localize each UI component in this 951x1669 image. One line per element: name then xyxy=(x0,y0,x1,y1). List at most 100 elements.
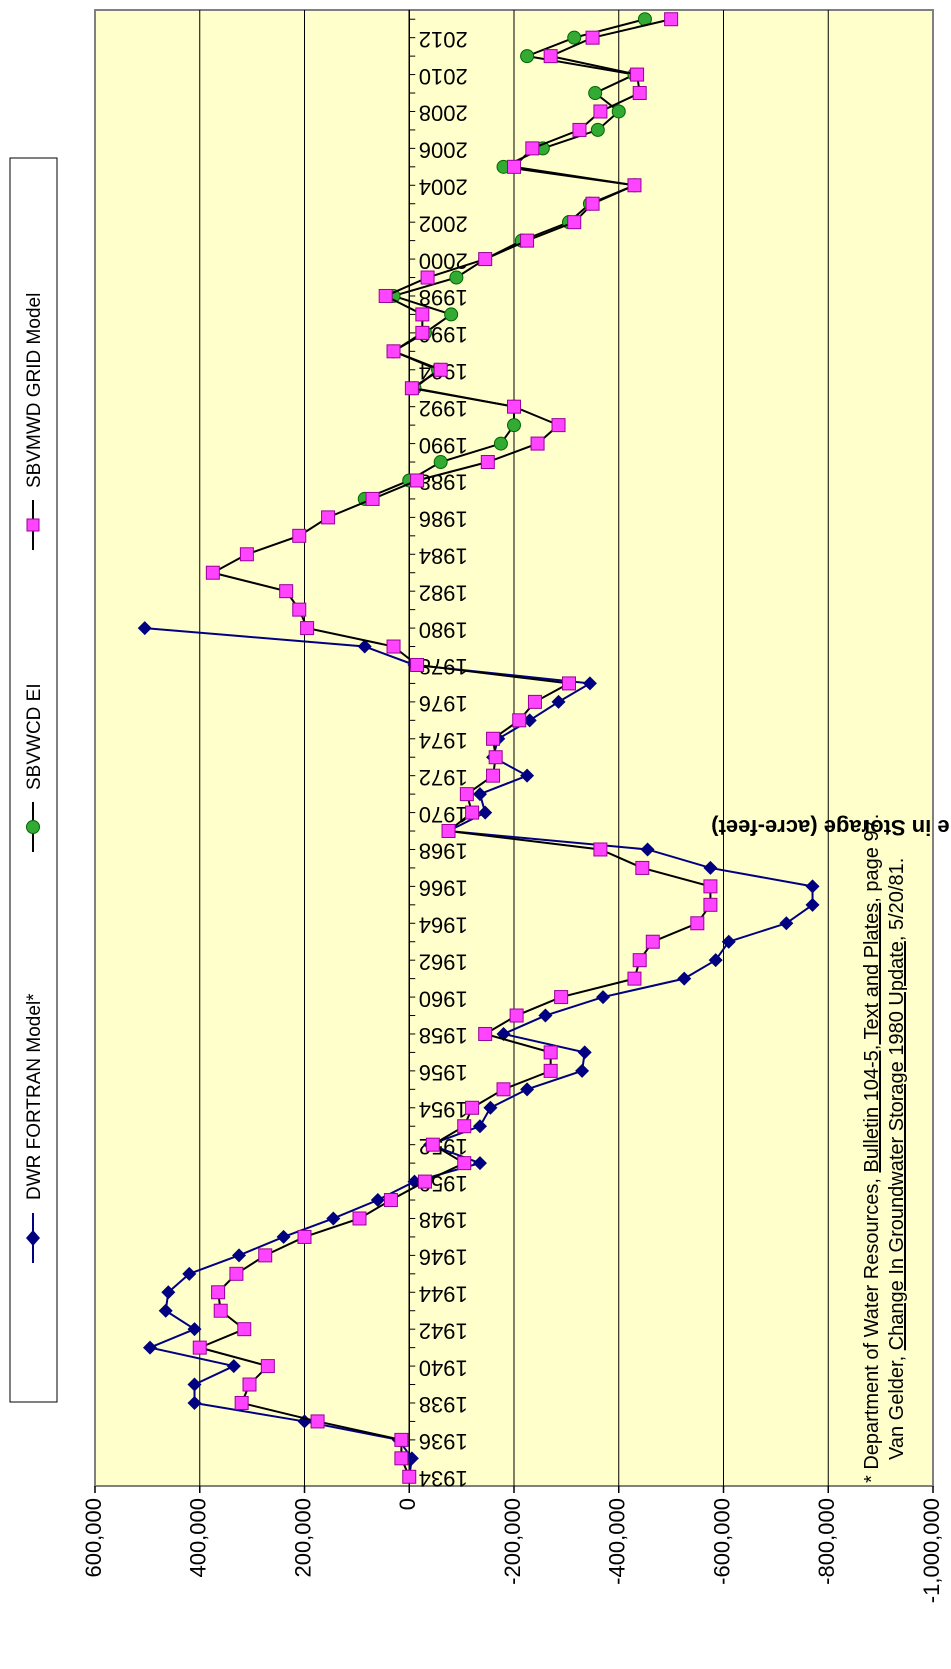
data-point xyxy=(591,123,604,136)
year-tick-label: 1954 xyxy=(419,1097,468,1122)
data-point xyxy=(594,105,607,118)
year-tick-label: 1934 xyxy=(419,1466,468,1491)
data-point xyxy=(458,1157,471,1170)
data-point xyxy=(460,788,473,801)
data-point xyxy=(691,917,704,930)
data-point xyxy=(395,1433,408,1446)
year-tick-label: 1990 xyxy=(419,433,468,458)
data-point xyxy=(568,216,581,229)
data-point xyxy=(633,954,646,967)
data-point xyxy=(636,861,649,874)
data-point xyxy=(633,87,646,100)
data-point xyxy=(212,1286,225,1299)
data-point xyxy=(445,308,458,321)
legend-label-sbvmwd: SBVMWD GRID Model xyxy=(24,293,45,488)
data-point xyxy=(646,935,659,948)
data-point xyxy=(458,1120,471,1133)
data-point xyxy=(411,474,424,487)
year-tick-label: 1940 xyxy=(419,1355,468,1380)
data-point xyxy=(508,419,521,432)
year-tick-label: 1986 xyxy=(419,507,468,532)
data-point xyxy=(214,1304,227,1317)
data-point xyxy=(387,345,400,358)
year-tick-label: 2004 xyxy=(419,174,468,199)
footnote-2-suffix: , 5/20/81. xyxy=(886,858,908,941)
data-point xyxy=(238,1323,251,1336)
data-point xyxy=(497,1083,510,1096)
year-tick-label: 1980 xyxy=(419,617,468,642)
value-axis-ticks: 600,000 400,000 200,000 0 -200,000 -400,000 -6… xyxy=(81,1486,944,1603)
data-point xyxy=(628,179,641,192)
year-tick-label: 1982 xyxy=(419,580,468,605)
data-point xyxy=(426,1138,439,1151)
data-point xyxy=(704,880,717,893)
year-tick-label: 1958 xyxy=(419,1023,468,1048)
year-tick-label: 1938 xyxy=(419,1392,468,1417)
year-tick-label: 1956 xyxy=(419,1060,468,1085)
data-point xyxy=(555,991,568,1004)
data-point xyxy=(366,492,379,505)
data-point xyxy=(508,400,521,413)
data-point xyxy=(206,566,219,579)
year-tick-label: 2006 xyxy=(419,138,468,163)
value-tick-label: -800,000 xyxy=(814,1498,839,1585)
value-axis-title: Cumulative Change in Storage (acre-feet) xyxy=(711,815,951,840)
footnote-1-prefix: * Department of Water Resources, xyxy=(861,1173,883,1484)
data-point xyxy=(589,87,602,100)
year-tick-label: 1972 xyxy=(419,765,468,790)
data-point xyxy=(387,640,400,653)
data-point xyxy=(544,1046,557,1059)
legend-label-dwr: DWR FORTRAN Model* xyxy=(24,993,45,1200)
data-point xyxy=(586,31,599,44)
data-point xyxy=(586,197,599,210)
data-point xyxy=(293,603,306,616)
year-tick-label: 2008 xyxy=(419,101,468,126)
circle-marker-icon xyxy=(27,821,40,834)
data-point xyxy=(487,769,500,782)
data-point xyxy=(466,1101,479,1114)
data-point xyxy=(280,585,293,598)
footnote-1-suffix: , page 97. xyxy=(861,814,883,903)
data-point xyxy=(259,1249,272,1262)
data-point xyxy=(405,382,418,395)
year-tick-label: 2002 xyxy=(419,211,468,236)
data-point xyxy=(418,1175,431,1188)
data-point xyxy=(434,456,447,469)
data-point xyxy=(240,548,253,561)
data-point xyxy=(568,31,581,44)
year-tick-label: 1968 xyxy=(419,839,468,864)
footnote-2-link: Change In Groundwater Storage 1980 Updat… xyxy=(886,941,908,1350)
data-point xyxy=(508,160,521,173)
year-tick-label: 1966 xyxy=(419,876,468,901)
value-tick-label: 200,000 xyxy=(290,1498,315,1578)
value-tick-label: -1,000,000 xyxy=(919,1498,944,1603)
data-point xyxy=(416,326,429,339)
data-point xyxy=(628,972,641,985)
footnote-line-2: Van Gelder, Change In Groundwater Storag… xyxy=(886,858,908,1460)
data-point xyxy=(379,289,392,302)
data-point xyxy=(479,1027,492,1040)
data-point xyxy=(466,806,479,819)
year-tick-label: 1948 xyxy=(419,1208,468,1233)
data-point xyxy=(442,825,455,838)
legend: DWR FORTRAN Model* SBVWCD EI SBVMWD GRID… xyxy=(10,158,57,1402)
data-point xyxy=(544,1064,557,1077)
data-point xyxy=(528,695,541,708)
data-point xyxy=(704,898,717,911)
footnote-2-prefix: Van Gelder, xyxy=(886,1350,908,1460)
data-point xyxy=(434,363,447,376)
data-point xyxy=(301,622,314,635)
data-point xyxy=(665,13,678,26)
data-point xyxy=(510,1009,523,1022)
data-point xyxy=(395,1452,408,1465)
data-point xyxy=(481,456,494,469)
value-tick-label: -600,000 xyxy=(709,1498,734,1585)
data-point xyxy=(403,1470,416,1483)
data-point xyxy=(411,658,424,671)
data-point xyxy=(298,1230,311,1243)
square-marker-icon xyxy=(27,519,39,531)
legend-label-sbvwcd: SBVWCD EI xyxy=(24,683,45,790)
data-point xyxy=(293,529,306,542)
data-point xyxy=(594,843,607,856)
